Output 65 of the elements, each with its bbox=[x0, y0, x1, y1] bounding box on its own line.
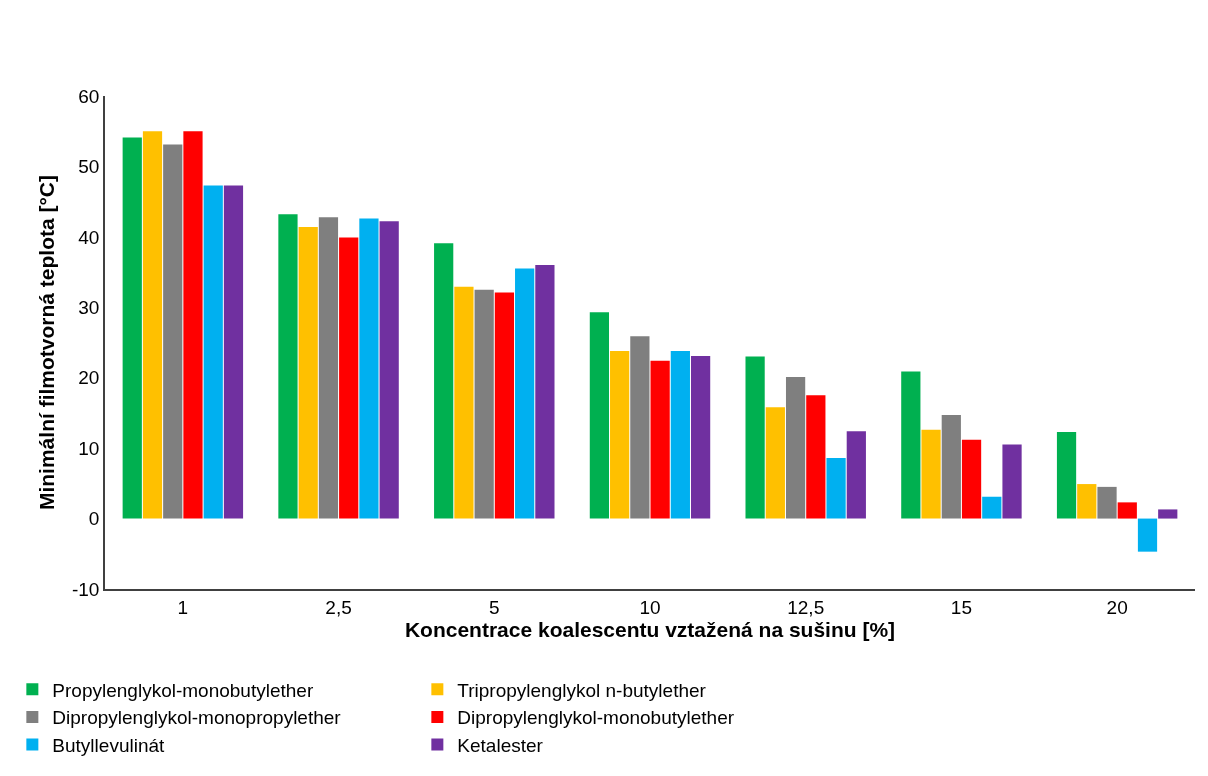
bar bbox=[982, 496, 1002, 519]
bar bbox=[650, 360, 670, 519]
legend-label: Butyllevulinát bbox=[52, 735, 166, 757]
bar bbox=[494, 292, 515, 519]
bar bbox=[515, 268, 535, 519]
bar bbox=[1002, 444, 1022, 519]
y-tick-label: 50 bbox=[78, 156, 100, 178]
legend-label: Tripropylenglykol n-butylether bbox=[457, 679, 707, 701]
bar bbox=[690, 355, 711, 519]
bar bbox=[454, 286, 474, 519]
legend-label: Dipropylenglykol-monopropylether bbox=[52, 707, 342, 729]
bar bbox=[589, 312, 610, 519]
y-tick-label: 0 bbox=[88, 508, 100, 530]
x-tick-label: 5 bbox=[489, 596, 500, 618]
y-tick-label: 30 bbox=[78, 296, 100, 318]
bar bbox=[630, 336, 650, 519]
bar bbox=[610, 350, 630, 519]
y-tick-label: 60 bbox=[78, 85, 100, 107]
bar bbox=[1137, 518, 1158, 552]
bar bbox=[1056, 431, 1077, 519]
y-tick-label: 40 bbox=[78, 226, 100, 248]
bar bbox=[901, 371, 921, 519]
bar bbox=[359, 218, 379, 519]
x-tick-label: 15 bbox=[950, 596, 972, 618]
bar bbox=[223, 185, 244, 519]
bar bbox=[1097, 486, 1117, 519]
bar bbox=[183, 131, 203, 519]
bar bbox=[670, 350, 690, 519]
bar bbox=[278, 214, 298, 519]
bar bbox=[298, 227, 318, 519]
bar bbox=[339, 237, 359, 519]
x-tick-label: 1 bbox=[177, 596, 189, 618]
bar bbox=[1077, 484, 1097, 519]
legend-label: Propylenglykol-monobutylether bbox=[52, 679, 314, 701]
y-tick-label: -10 bbox=[71, 578, 100, 600]
bar bbox=[318, 217, 339, 519]
bar bbox=[434, 243, 454, 519]
bar bbox=[122, 137, 142, 519]
bar bbox=[745, 356, 765, 519]
bar bbox=[1117, 502, 1137, 519]
bar bbox=[846, 431, 866, 519]
bar bbox=[474, 289, 494, 519]
legend-label: Dipropylenglykol-monobutylether bbox=[457, 707, 735, 729]
bar bbox=[941, 415, 961, 519]
y-tick-label: 10 bbox=[78, 437, 100, 459]
bar bbox=[379, 221, 399, 519]
bar bbox=[961, 439, 982, 519]
y-axis-title: Minimální filmotvorná teplota [°C] bbox=[34, 174, 58, 511]
y-tick-label: 20 bbox=[78, 367, 100, 389]
x-tick-label: 2,5 bbox=[325, 596, 352, 618]
bar bbox=[826, 458, 846, 519]
bar bbox=[806, 395, 826, 519]
bar bbox=[535, 265, 555, 519]
x-tick-label: 10 bbox=[639, 596, 661, 618]
legend-label: Ketalester bbox=[457, 735, 544, 757]
bar bbox=[203, 185, 223, 519]
bar bbox=[1158, 509, 1178, 519]
bar bbox=[765, 407, 785, 519]
x-tick-label: 20 bbox=[1106, 596, 1128, 618]
x-axis-title: Koncentrace koalescentu vztažená na sušinu [%] bbox=[404, 617, 896, 641]
bar bbox=[921, 429, 941, 519]
bar bbox=[163, 144, 183, 519]
bar bbox=[142, 131, 163, 519]
x-tick-label: 12,5 bbox=[787, 596, 825, 618]
bar bbox=[785, 377, 806, 519]
